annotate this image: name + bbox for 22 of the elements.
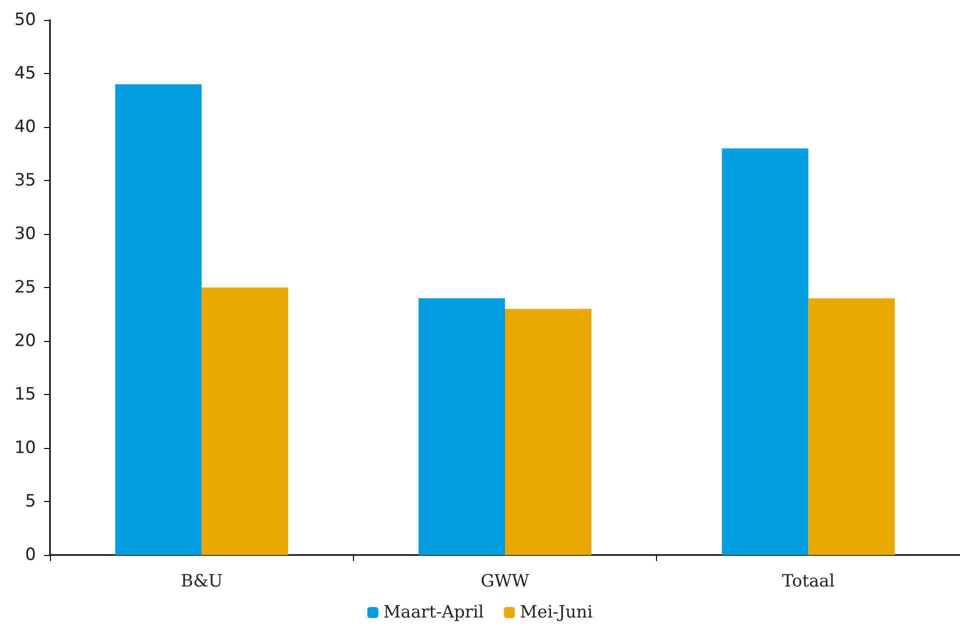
y-tick-label: 20 <box>14 331 36 351</box>
y-tick-label: 50 <box>14 10 36 30</box>
y-tick-label: 10 <box>14 438 36 458</box>
bar <box>202 288 288 555</box>
bar <box>115 84 202 555</box>
bar <box>418 298 505 555</box>
x-tick-label: Totaal <box>782 572 835 592</box>
x-tick-label: GWW <box>480 572 530 592</box>
y-tick-label: 15 <box>14 384 36 404</box>
y-tick-label: 25 <box>14 278 36 298</box>
y-tick-label: 35 <box>14 170 36 190</box>
legend-label: Mei-Juni <box>520 602 594 622</box>
bar <box>722 148 808 555</box>
y-tick-label: 40 <box>14 117 36 137</box>
x-tick-label: B&U <box>180 572 223 592</box>
bar <box>505 308 592 555</box>
y-tick-label: 5 <box>25 492 36 512</box>
bar <box>808 298 895 555</box>
y-tick-label: 30 <box>14 224 36 244</box>
legend-label: Maart-April <box>383 602 484 622</box>
y-tick-label: 0 <box>25 545 36 565</box>
y-tick-label: 45 <box>14 64 36 84</box>
